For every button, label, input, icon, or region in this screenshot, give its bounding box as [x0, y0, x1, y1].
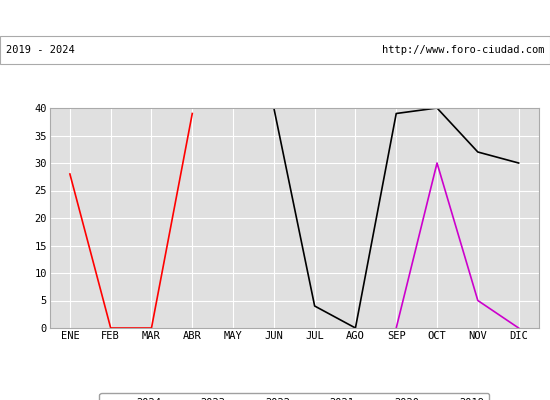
Text: http://www.foro-ciudad.com: http://www.foro-ciudad.com [382, 45, 544, 55]
Legend: 2024, 2023, 2022, 2021, 2020, 2019: 2024, 2023, 2022, 2021, 2020, 2019 [100, 392, 489, 400]
Text: Evolucion Nº Turistas Extranjeros en el municipio de Cabolafuente: Evolucion Nº Turistas Extranjeros en el … [15, 12, 535, 24]
Text: 2019 - 2024: 2019 - 2024 [6, 45, 74, 55]
